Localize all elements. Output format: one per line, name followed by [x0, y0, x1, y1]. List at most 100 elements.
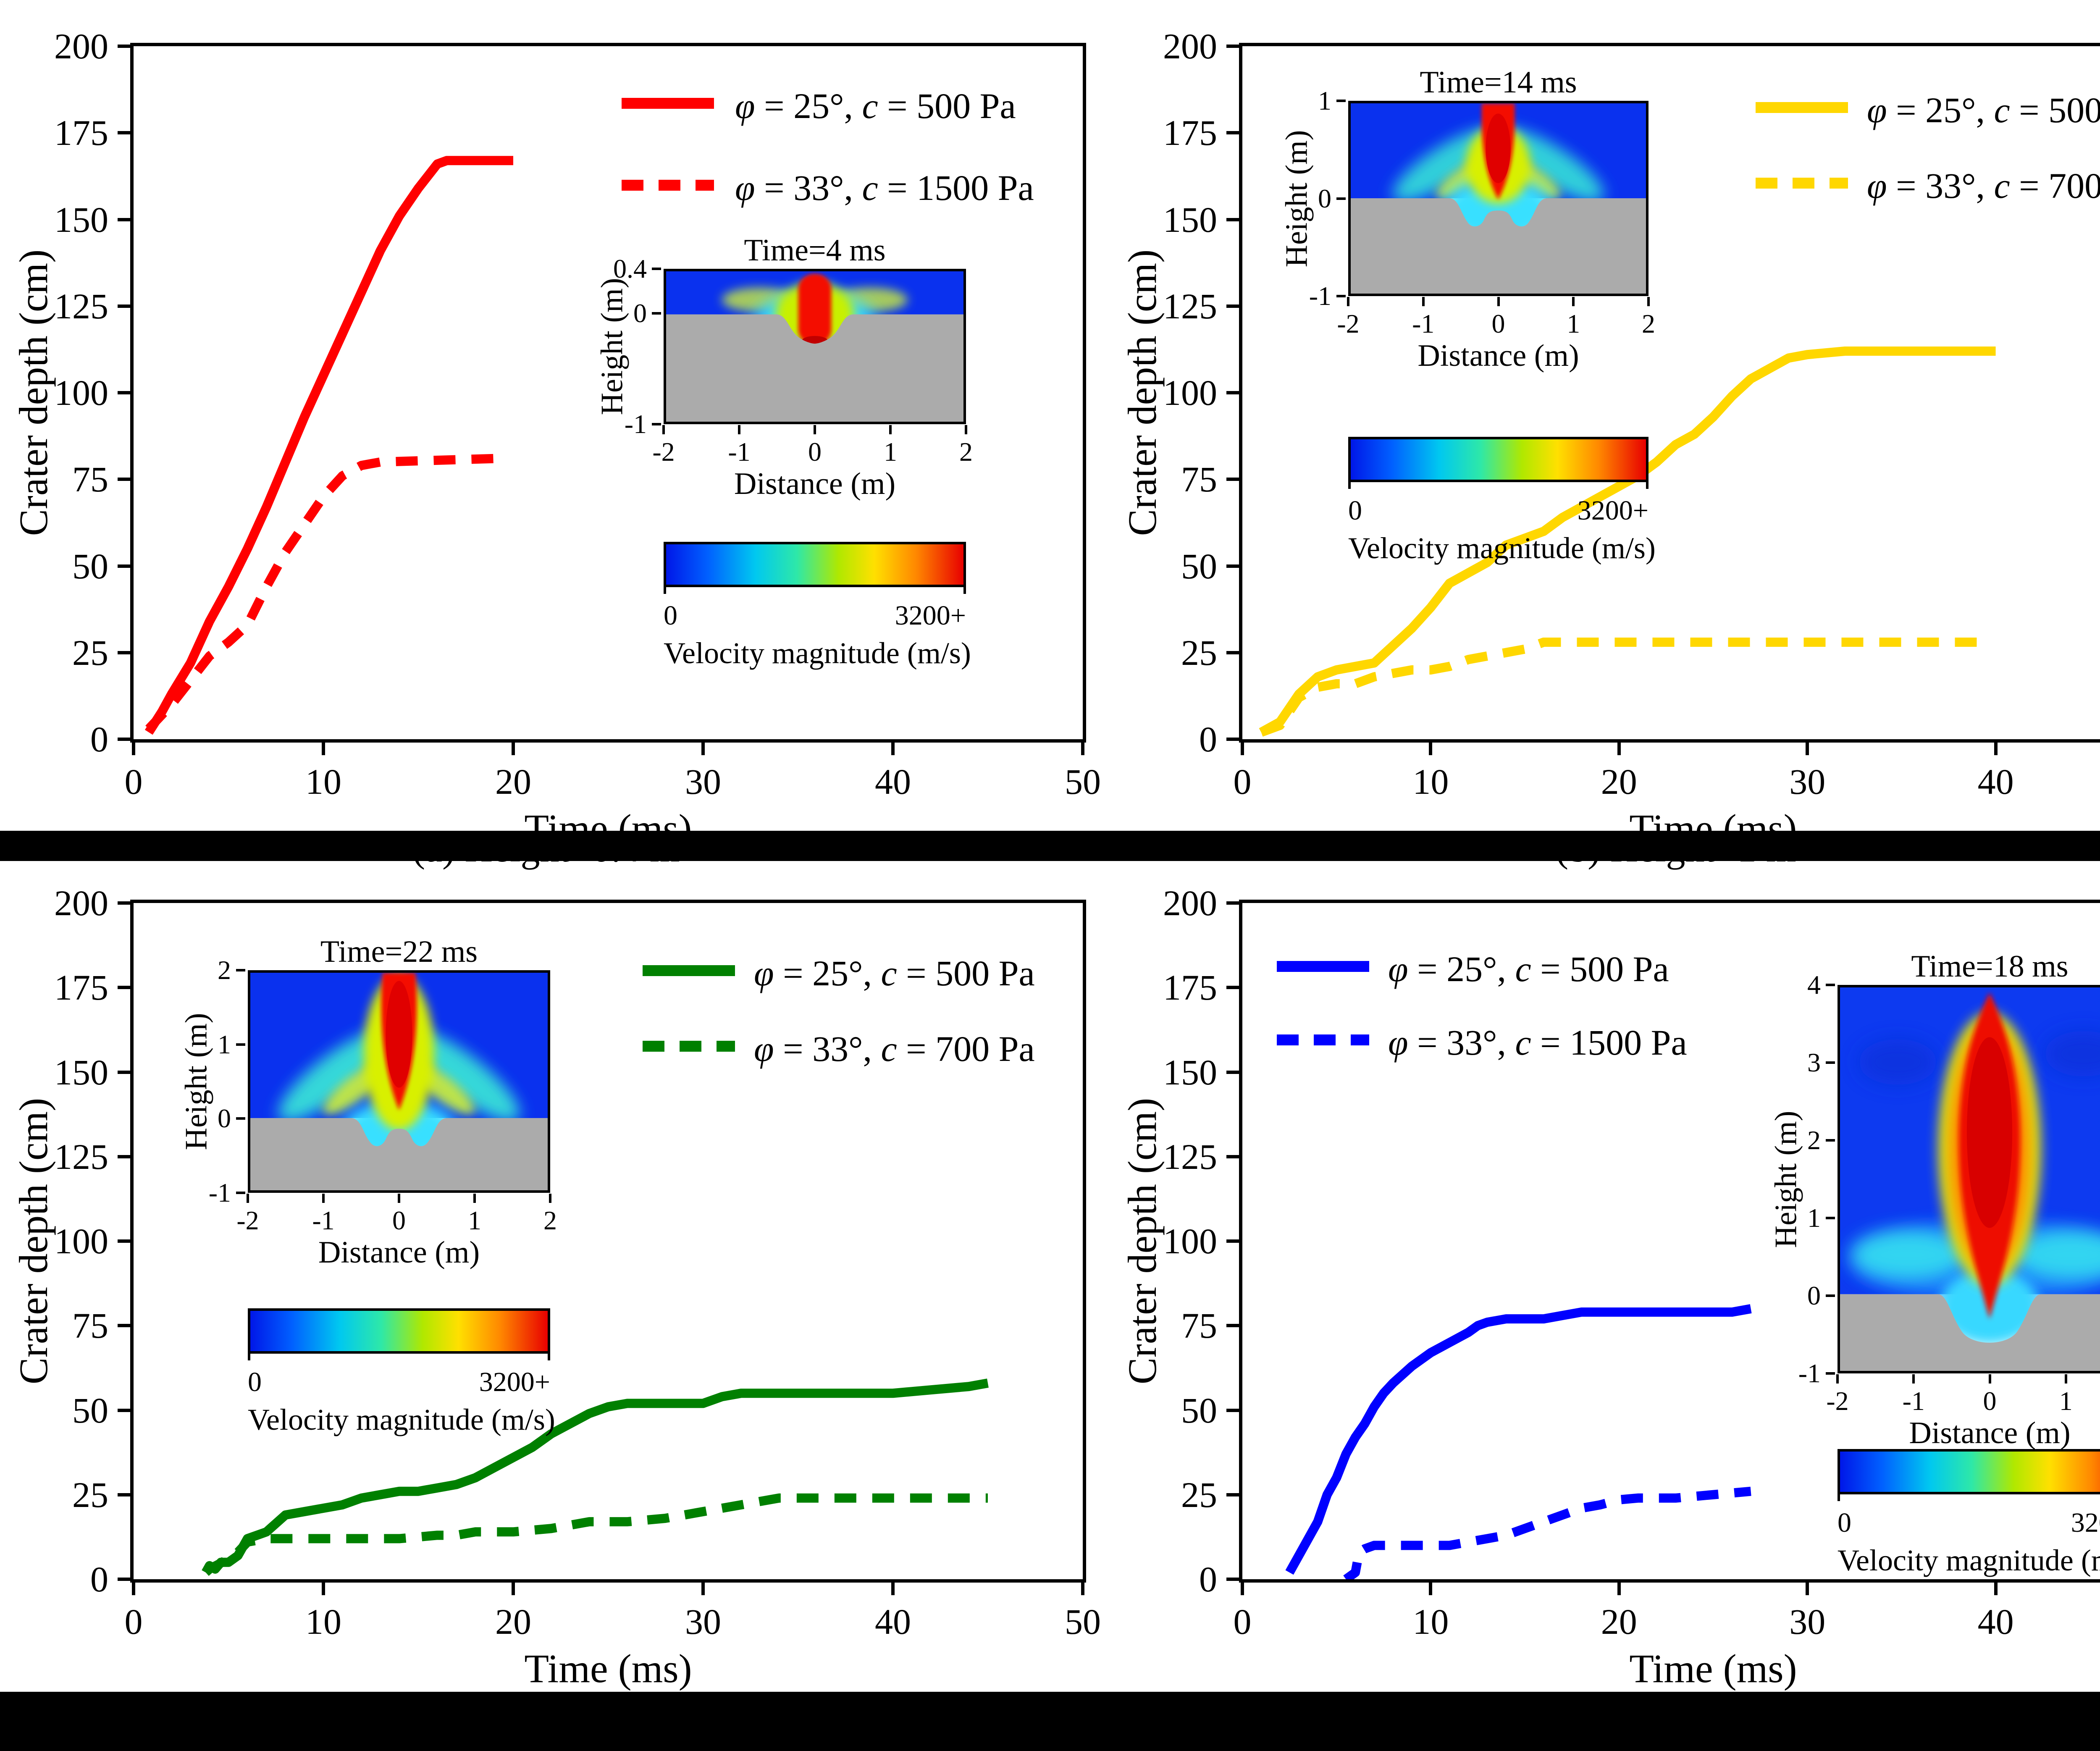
colorbar-min: 0: [248, 1367, 262, 1397]
inset-title: Time=22 ms: [320, 935, 478, 969]
crater-depth-curves: [1259, 347, 1996, 737]
inset-y-tick: [1826, 1061, 1835, 1064]
y-tick: [1226, 901, 1239, 905]
x-tick-label: 0: [124, 761, 143, 802]
inset-x-tick: [814, 425, 816, 434]
y-tick: [118, 1155, 130, 1158]
y-tick: [1226, 651, 1239, 654]
y-tick: [118, 218, 130, 221]
inset-x-tick-label: -1: [1412, 309, 1435, 339]
x-tick-label: 40: [875, 1601, 911, 1642]
y-tick-label: 125: [1163, 1136, 1217, 1177]
y-tick-label: 25: [1181, 632, 1217, 673]
y-tick: [1226, 986, 1239, 990]
y-tick-label: 25: [72, 632, 108, 673]
inset-x-tick: [322, 1194, 325, 1203]
x-tick: [1241, 1583, 1244, 1595]
y-tick-label: 150: [1163, 1052, 1217, 1092]
inset-y-tick: [1826, 1139, 1835, 1142]
x-axis-label: Time (ms): [1629, 1646, 1797, 1691]
legend-swatch-solid: [622, 98, 714, 109]
colorbar-tick-right: [963, 585, 966, 594]
x-tick: [1806, 743, 1809, 755]
colorbar-tick-left: [1348, 480, 1351, 489]
y-tick-label: 0: [1199, 719, 1217, 759]
inset-y-tick: [652, 312, 661, 315]
colorbar-min: 0: [664, 600, 677, 631]
legend-label: φ = 33°, c = 1500 Pa: [735, 168, 1034, 208]
inset-bottom-left: Time=22 ms Height (m) Dista: [179, 935, 557, 1436]
x-tick-label: 30: [1789, 1601, 1826, 1642]
y-tick: [118, 478, 130, 481]
inset-x-tick-label: 1: [468, 1205, 481, 1235]
legend-swatch-dashed: [622, 180, 714, 191]
legend-swatch-dashed: [1756, 178, 1848, 189]
inset-y-tick-label: 0: [218, 1103, 231, 1134]
inset-y-tick: [236, 1192, 245, 1194]
inset-y-tick-label: 0: [633, 298, 647, 328]
inset-x-tick: [549, 1194, 551, 1203]
y-tick-label: 175: [54, 967, 108, 1008]
x-tick: [1081, 743, 1084, 755]
inset-y-tick-label: 3: [1807, 1047, 1821, 1077]
inset-title: Time=18 ms: [1911, 949, 2068, 984]
y-tick: [118, 738, 130, 741]
x-tick-label: 20: [1601, 761, 1637, 802]
inset-x-tick: [1572, 297, 1575, 306]
colorbar: 0 3200+ Velocity magnitude (m/s): [248, 1308, 555, 1437]
x-tick-label: 20: [495, 1601, 531, 1642]
y-tick-label: 125: [1163, 286, 1217, 326]
inset-y-tick-label: 0: [1318, 183, 1331, 213]
series-dashed: [145, 454, 495, 732]
x-tick-label: 20: [495, 761, 531, 802]
x-tick: [1081, 1583, 1084, 1595]
legend-swatch-solid: [1277, 961, 1369, 972]
series-solid: [144, 156, 513, 735]
y-tick-label: 150: [54, 1052, 108, 1092]
colorbar: 0 3200+ Velocity magnitude (m/s): [1348, 437, 1656, 566]
x-tick-label: 30: [1789, 761, 1826, 802]
series-solid: [1285, 1304, 1752, 1575]
inset-x-tick-label: 0: [1983, 1386, 1997, 1416]
inset-y-tick: [236, 969, 245, 971]
inset-x-tick-label: 1: [884, 437, 897, 467]
y-tick-label: 200: [54, 26, 108, 66]
x-tick-label: 30: [685, 761, 721, 802]
inset-x-tick-label: -2: [1826, 1386, 1849, 1416]
inset-top-left: Time=4 ms Height (m) Distance (m): [595, 233, 973, 670]
x-tick-label: 50: [1065, 1601, 1101, 1642]
colorbar-min: 0: [1838, 1507, 1851, 1538]
y-tick: [1226, 738, 1239, 741]
y-tick: [1226, 1155, 1239, 1158]
inset-y-tick: [1336, 197, 1346, 200]
x-tick: [132, 1583, 135, 1595]
y-tick-label: 175: [54, 113, 108, 153]
inset-x-tick-label: -1: [728, 437, 751, 467]
y-tick: [118, 564, 130, 568]
y-tick: [1226, 1324, 1239, 1328]
colorbar-gradient: [248, 1308, 550, 1360]
crater-depth-curves: [1285, 1304, 1752, 1579]
y-tick: [1226, 478, 1239, 481]
y-tick: [118, 1070, 130, 1074]
legend-label: φ = 25°, c = 500 Pa: [735, 86, 1016, 126]
y-tick-label: 125: [54, 1136, 108, 1177]
inset-y-tick-label: -1: [1309, 281, 1331, 311]
colorbar-max: 3200+: [479, 1367, 550, 1397]
y-tick-label: 100: [54, 373, 108, 413]
x-tick: [132, 743, 135, 755]
inset-xlabel: Distance (m): [1418, 339, 1579, 373]
inset-y-tick: [652, 268, 661, 270]
x-tick: [701, 743, 705, 755]
inset-x-tick: [247, 1194, 249, 1203]
x-tick-label: 40: [1977, 1601, 2014, 1642]
inset-ylabel: Height (m): [595, 278, 630, 415]
contour-box: [1838, 985, 2100, 1373]
y-tick-label: 25: [1181, 1474, 1217, 1515]
inset-y-tick: [236, 1117, 245, 1120]
y-tick: [1226, 304, 1239, 308]
y-tick: [118, 1493, 130, 1496]
colorbar: 0 3200+ Velocity magnitude (m/s): [664, 542, 971, 671]
y-tick: [1226, 1239, 1239, 1243]
y-tick: [1226, 1493, 1239, 1496]
